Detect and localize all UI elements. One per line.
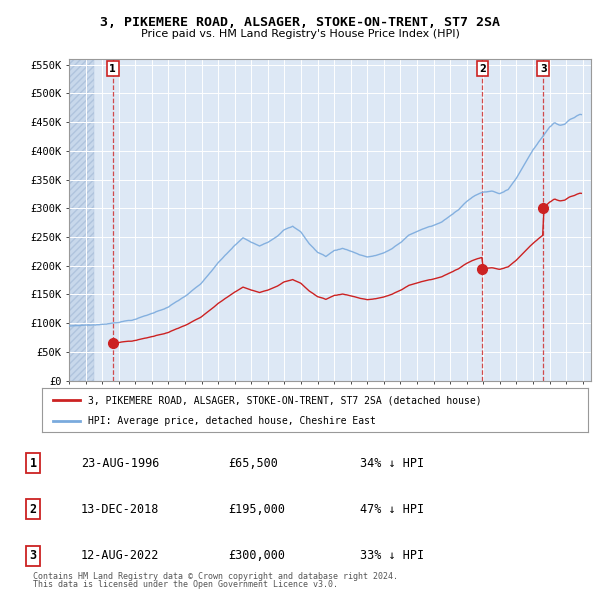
Text: 47% ↓ HPI: 47% ↓ HPI: [360, 503, 424, 516]
Text: 1: 1: [29, 457, 37, 470]
Text: 34% ↓ HPI: 34% ↓ HPI: [360, 457, 424, 470]
Text: 13-DEC-2018: 13-DEC-2018: [81, 503, 160, 516]
Text: 3: 3: [29, 549, 37, 562]
Text: 12-AUG-2022: 12-AUG-2022: [81, 549, 160, 562]
Text: 3, PIKEMERE ROAD, ALSAGER, STOKE-ON-TRENT, ST7 2SA: 3, PIKEMERE ROAD, ALSAGER, STOKE-ON-TREN…: [100, 16, 500, 29]
Text: £300,000: £300,000: [228, 549, 285, 562]
Text: This data is licensed under the Open Government Licence v3.0.: This data is licensed under the Open Gov…: [33, 579, 338, 589]
Text: HPI: Average price, detached house, Cheshire East: HPI: Average price, detached house, Ches…: [88, 416, 376, 426]
Text: 1: 1: [109, 64, 116, 74]
Text: Price paid vs. HM Land Registry's House Price Index (HPI): Price paid vs. HM Land Registry's House …: [140, 29, 460, 39]
Text: 33% ↓ HPI: 33% ↓ HPI: [360, 549, 424, 562]
Text: 2: 2: [479, 64, 486, 74]
Text: 3: 3: [540, 64, 547, 74]
Text: 3, PIKEMERE ROAD, ALSAGER, STOKE-ON-TRENT, ST7 2SA (detached house): 3, PIKEMERE ROAD, ALSAGER, STOKE-ON-TREN…: [88, 395, 482, 405]
Polygon shape: [69, 59, 94, 381]
Text: £195,000: £195,000: [228, 503, 285, 516]
Text: 23-AUG-1996: 23-AUG-1996: [81, 457, 160, 470]
Text: 2: 2: [29, 503, 37, 516]
Text: £65,500: £65,500: [228, 457, 278, 470]
Text: Contains HM Land Registry data © Crown copyright and database right 2024.: Contains HM Land Registry data © Crown c…: [33, 572, 398, 581]
